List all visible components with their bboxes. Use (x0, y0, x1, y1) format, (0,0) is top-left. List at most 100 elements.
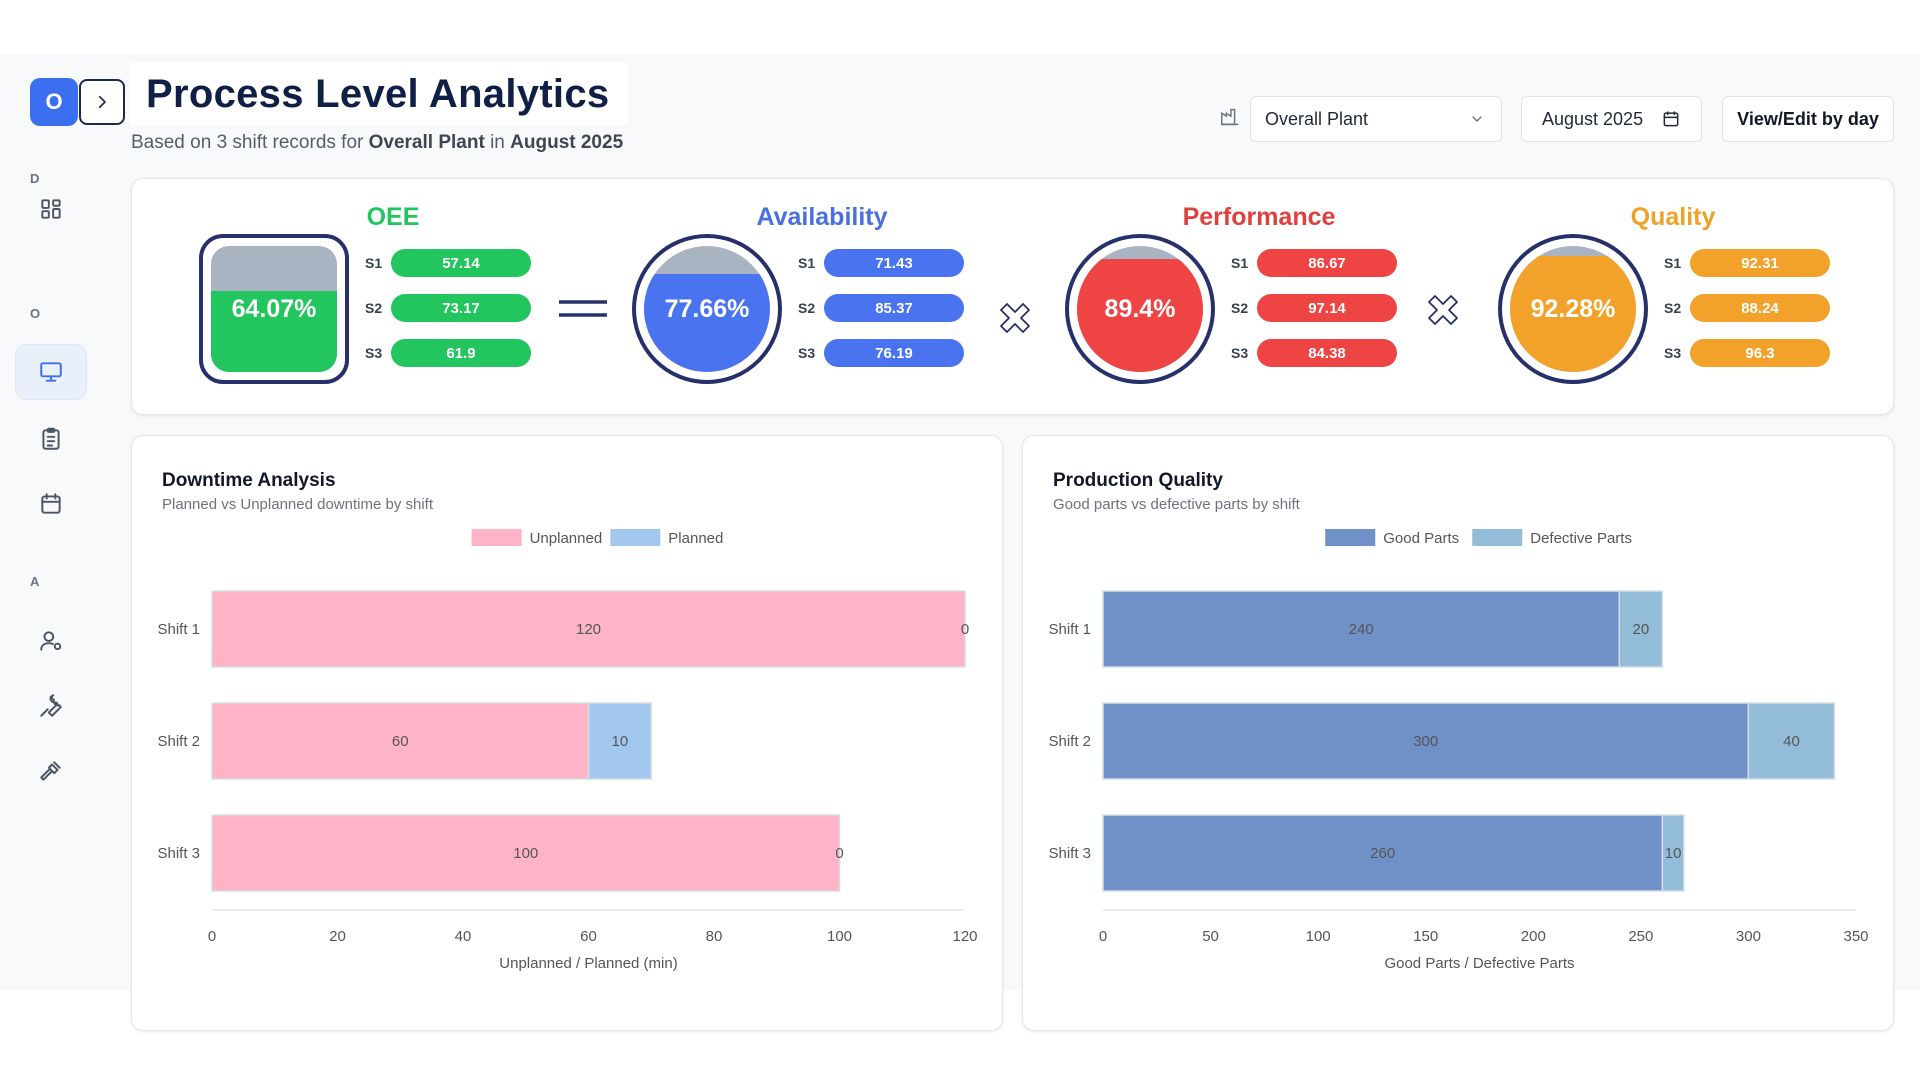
subtitle-plant: Overall Plant (368, 132, 485, 153)
sidebar-item-tools[interactable] (16, 679, 86, 733)
shift-label: S3 (1664, 345, 1682, 361)
data-label: 120 (576, 621, 601, 638)
availability-gauge-track: 77.66% (644, 246, 770, 372)
data-label: 60 (392, 733, 409, 750)
quality-shift-value: 92.31 (1690, 249, 1830, 277)
shift-label: S3 (365, 345, 383, 361)
bar-segment (1747, 702, 1836, 780)
x-tick-label: 20 (329, 928, 346, 945)
wrench-icon (40, 694, 62, 717)
sidebar-item-users[interactable] (16, 614, 86, 668)
availability-shift-row: S2 85.37 (798, 294, 964, 322)
sidebar-item-monitor[interactable] (16, 345, 86, 399)
performance-shift-value: 86.67 (1257, 249, 1397, 277)
page-title-wrap: Process Level Analytics (130, 62, 628, 125)
data-label: 20 (1633, 621, 1650, 638)
x-tick-label: 60 (580, 928, 597, 945)
performance-gauge-track: 89.4% (1077, 246, 1203, 372)
multiply-icon (1428, 295, 1458, 325)
bar-segment (1102, 590, 1621, 668)
oee-gauge-track: 64.07% (211, 246, 337, 372)
performance-title: Performance (1182, 203, 1336, 231)
multiply-icon (1000, 303, 1030, 333)
plant-select[interactable]: Overall Plant (1250, 96, 1502, 142)
availability-title: Availability (756, 203, 888, 231)
app-shell: O D O A Process Level Analytics (0, 54, 1920, 1031)
x-tick-label: 250 (1628, 928, 1653, 945)
sidebar-toggle-button[interactable] (79, 79, 125, 125)
shift-label: S3 (1231, 345, 1249, 361)
view-edit-by-day-button[interactable]: View/Edit by day (1722, 96, 1894, 142)
sidebar: O D O A (0, 54, 125, 990)
production-quality-chart-card: Production Quality Good parts vs defecti… (1022, 435, 1894, 1031)
factory-icon (1219, 106, 1241, 128)
bar-segment (1102, 814, 1664, 892)
bar-segment (587, 702, 652, 780)
sidebar-item-clipboard[interactable] (16, 412, 86, 466)
category-label: Shift 3 (1048, 845, 1091, 862)
sidebar-item-maintenance[interactable] (16, 744, 86, 798)
quality-title: Quality (1630, 203, 1716, 231)
quality-shift-row: S1 92.31 (1664, 249, 1830, 277)
bar-segment (211, 814, 841, 892)
shift-label: S3 (798, 345, 816, 361)
x-tick-label: 100 (1306, 928, 1331, 945)
shift-label: S2 (365, 300, 383, 316)
quality-shift-row: S3 96.3 (1664, 339, 1830, 367)
chevron-down-icon (1472, 116, 1482, 122)
chart-title: Downtime Analysis (162, 470, 336, 491)
clipboard-icon (42, 427, 60, 450)
shift-label: S1 (1664, 255, 1682, 271)
downtime-chart-card: Downtime Analysis Planned vs Unplanned d… (131, 435, 1003, 1031)
x-axis-label: Good Parts / Defective Parts (1384, 955, 1574, 972)
equals-icon (559, 300, 607, 317)
x-tick-label: 40 (455, 928, 472, 945)
oee-shift-value: 73.17 (391, 294, 531, 322)
availability-gauge-fill (644, 274, 770, 372)
quality-shift-row: S2 88.24 (1664, 294, 1830, 322)
sidebar-item-calendar[interactable] (16, 477, 86, 531)
chart-title: Production Quality (1053, 470, 1223, 491)
legend-label: Defective Parts (1530, 530, 1632, 547)
oee-shift-row: S2 73.17 (365, 294, 531, 322)
month-picker[interactable]: August 2025 (1521, 96, 1702, 142)
bar-segment (1618, 590, 1664, 668)
quality-shift-value: 96.3 (1690, 339, 1830, 367)
month-picker-value: August 2025 (1542, 108, 1644, 129)
oee-shift-value: 57.14 (391, 249, 531, 277)
quality-gauge-fill (1510, 255, 1636, 372)
chart-subtitle: Planned vs Unplanned downtime by shift (162, 496, 433, 513)
legend-swatch (1325, 529, 1376, 546)
x-tick-label: 80 (706, 928, 723, 945)
subtitle-mid: in (484, 132, 511, 153)
user-settings-icon (40, 631, 62, 651)
performance-shift-value: 97.14 (1257, 294, 1397, 322)
category-label: Shift 2 (1048, 733, 1091, 750)
monitor-icon (40, 362, 62, 382)
x-tick-label: 200 (1521, 928, 1546, 945)
legend-swatch (1472, 529, 1523, 546)
legend-label: Unplanned (530, 530, 603, 547)
availability-shift-value: 76.19 (824, 339, 964, 367)
calendar-icon (1663, 111, 1679, 127)
category-label: Shift 1 (1048, 621, 1091, 638)
subtitle-month: August 2025 (510, 132, 624, 153)
sidebar-item-dashboard[interactable] (16, 182, 86, 236)
subtitle-prefix: Based on 3 shift records for (131, 132, 369, 153)
availability-gauge: 77.66% (632, 234, 782, 384)
category-label: Shift 2 (157, 733, 200, 750)
x-tick-label: 350 (1843, 928, 1868, 945)
x-tick-label: 100 (827, 928, 852, 945)
calendar-icon (41, 493, 61, 514)
data-label: 300 (1413, 733, 1438, 750)
data-label: 10 (612, 733, 629, 750)
quality-value: 92.28% (1530, 294, 1616, 323)
x-tick-label: 300 (1736, 928, 1761, 945)
shift-label: S2 (1231, 300, 1249, 316)
oee-gauge: 64.07% (199, 234, 349, 384)
dashboard-icon (41, 199, 61, 219)
quality-shift-value: 88.24 (1690, 294, 1830, 322)
x-tick-label: 50 (1202, 928, 1219, 945)
hammer-icon (40, 761, 61, 781)
sidebar-section-label: D (30, 171, 40, 186)
